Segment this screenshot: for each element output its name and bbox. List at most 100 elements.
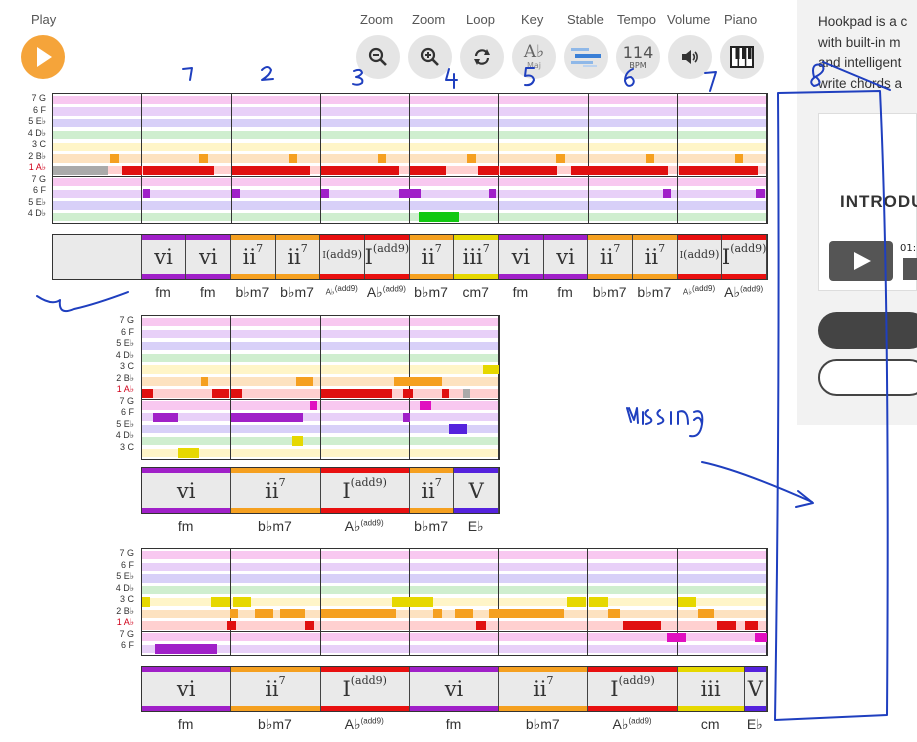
melody-note[interactable] [488,609,564,619]
melody-note[interactable] [677,597,697,607]
melody-note[interactable] [663,188,671,199]
melody-note[interactable] [291,436,303,446]
melody-note[interactable] [679,165,758,175]
melody-note[interactable] [441,388,449,399]
melody-note[interactable] [476,620,486,631]
melody-note[interactable] [231,412,303,423]
melody-note[interactable] [309,400,317,411]
melody-note[interactable] [229,609,239,619]
chord-cell[interactable]: I(add9) [320,468,410,513]
melody-note[interactable] [295,376,314,387]
melody-note[interactable] [211,388,230,399]
melody-note[interactable] [320,388,392,399]
chord-cell[interactable]: ii7 [231,667,321,711]
chord-cell[interactable]: vi [142,468,232,513]
melody-note[interactable] [377,153,387,164]
melody-note[interactable] [589,165,669,175]
melody-note[interactable] [409,376,442,387]
melody-note[interactable] [320,165,400,175]
chord-cell[interactable]: iii7 [454,235,500,279]
melody-note[interactable] [320,609,396,619]
melody-note[interactable] [698,609,714,619]
chord-track-section-2[interactable]: vi ii7 I(add9) ii7 V [141,467,500,514]
melody-note[interactable] [142,188,151,199]
video-play-button[interactable] [829,241,893,281]
chord-cell[interactable]: vi [141,235,187,279]
melody-note[interactable] [210,597,230,607]
zoom-in-button[interactable] [408,35,452,79]
chord-cell[interactable]: ii7 [633,235,678,279]
melody-note[interactable] [488,188,496,199]
melody-note[interactable] [320,188,330,199]
chord-cell[interactable]: ii7 [275,235,321,279]
chord-cell[interactable]: vi [499,235,544,279]
melody-note[interactable] [570,165,593,175]
chord-cell[interactable]: ii7 [588,235,633,279]
chord-cell[interactable]: I(add9) [677,235,723,279]
melody-note[interactable] [152,412,178,423]
melody-note[interactable] [623,620,661,631]
melody-note[interactable] [645,153,655,164]
melody-note[interactable] [110,153,119,164]
volume-button[interactable] [668,35,712,79]
melody-note[interactable] [121,165,142,175]
melody-note[interactable] [467,153,476,164]
melody-grid-section-2[interactable] [141,315,500,460]
chord-cell[interactable]: vi [409,667,500,711]
melody-note[interactable] [410,165,446,175]
chord-cell[interactable]: I(add9) [320,667,410,711]
chord-cell[interactable]: V [744,667,767,711]
melody-note[interactable] [199,153,208,164]
melody-note[interactable] [288,153,298,164]
chord-cell[interactable]: V [454,468,499,513]
melody-note[interactable] [567,597,586,607]
melody-note[interactable] [410,597,433,607]
chord-cell[interactable]: I(add9) [320,235,366,279]
chord-track-section-1[interactable]: vi vi ii7 ii7 I(add9) I(add9) ii7 iii7 vi vi ii7 ii… [52,234,768,280]
melody-note[interactable] [745,620,758,631]
video-control[interactable] [903,258,917,280]
melody-note[interactable] [477,165,500,175]
melody-note[interactable] [399,188,421,199]
chord-cell[interactable]: ii7 [409,235,455,279]
melody-note[interactable] [607,609,621,619]
tempo-button[interactable]: 114 BPM [616,35,660,79]
melody-note[interactable] [588,597,608,607]
melody-note[interactable] [256,412,264,423]
chord-cell[interactable]: ii7 [409,468,455,513]
melody-note[interactable] [402,388,414,399]
chord-cell[interactable]: I(add9) [722,235,767,279]
chord-cell[interactable]: vi [142,667,232,711]
melody-note[interactable] [154,644,217,654]
melody-note[interactable] [754,632,767,643]
play-button[interactable] [21,35,65,79]
melody-note[interactable] [53,165,108,175]
melody-grid-section-3[interactable] [141,548,768,656]
chord-track-section-3[interactable]: vi ii7 I(add9) vi ii7 I(add9) iii V [141,666,768,712]
chord-cell[interactable]: ii7 [231,468,321,513]
melody-note[interactable] [232,597,252,607]
melody-note[interactable] [392,597,411,607]
loop-button[interactable] [460,35,504,79]
chord-cell[interactable]: I(add9) [365,235,410,279]
chord-cell[interactable]: iii [677,667,745,711]
melody-note[interactable] [482,364,499,375]
melody-note[interactable] [200,376,209,387]
melody-note[interactable] [142,165,215,175]
melody-note[interactable] [667,632,686,643]
chord-cell[interactable]: vi [186,235,232,279]
melody-note[interactable] [499,165,558,175]
primary-action-button[interactable] [818,312,917,349]
key-button[interactable]: A♭ Maj [512,35,556,79]
melody-note[interactable] [420,400,432,411]
chord-cell[interactable]: ii7 [231,235,276,279]
secondary-action-button[interactable] [818,359,917,396]
stable-button[interactable] [564,35,608,79]
melody-note[interactable] [142,597,150,607]
chord-cell[interactable]: I(add9) [588,667,678,711]
melody-note[interactable] [177,448,200,458]
melody-note[interactable] [279,609,305,619]
melody-note[interactable] [142,388,153,399]
melody-note[interactable] [717,620,736,631]
melody-note[interactable] [231,188,241,199]
